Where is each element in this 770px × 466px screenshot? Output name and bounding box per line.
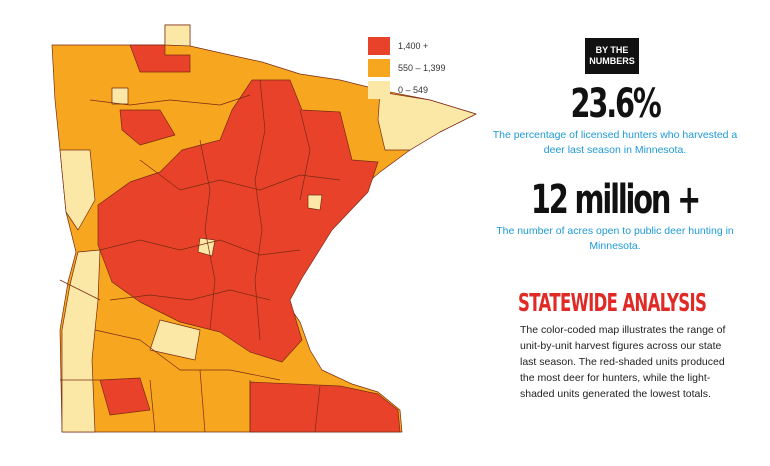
legend-item: 550 – 1,399 [368, 58, 446, 78]
legend-swatch [368, 81, 390, 99]
legend: 1,400 + 550 – 1,399 0 – 549 [368, 36, 446, 102]
red-region [119, 109, 176, 146]
red-region [97, 79, 379, 363]
light-region [59, 149, 96, 231]
stat: 12 million + The number of acres open to… [490, 178, 740, 254]
red-region [99, 377, 151, 416]
legend-label: 0 – 549 [398, 85, 429, 95]
stat-caption: The percentage of licensed hunters who h… [492, 129, 738, 156]
stat-caption: The number of acres open to public deer … [496, 225, 734, 252]
analysis-text: The color-coded map illustrates the rang… [520, 324, 726, 400]
red-region [249, 381, 401, 433]
light-region [307, 194, 323, 211]
light-region [377, 91, 477, 151]
light-region [164, 24, 191, 47]
badge: BY THE NUMBERS [585, 38, 639, 74]
stat-value: 12 million + [530, 177, 701, 223]
legend-swatch [368, 37, 390, 55]
legend-item: 0 – 549 [368, 80, 446, 100]
light-region [111, 87, 129, 105]
map [51, 24, 477, 433]
analysis-title: STATEWIDE ANALYSIS [518, 288, 707, 317]
legend-label: 1,400 + [398, 41, 429, 51]
legend-item: 1,400 + [368, 36, 446, 56]
legend-swatch [368, 59, 390, 77]
stat-value: 23.6% [570, 81, 661, 127]
stat: 23.6% The percentage of licensed hunters… [490, 82, 740, 158]
legend-label: 550 – 1,399 [398, 63, 446, 73]
light-region [149, 319, 201, 361]
red-region [129, 44, 191, 73]
unit-boundaries [59, 79, 341, 433]
